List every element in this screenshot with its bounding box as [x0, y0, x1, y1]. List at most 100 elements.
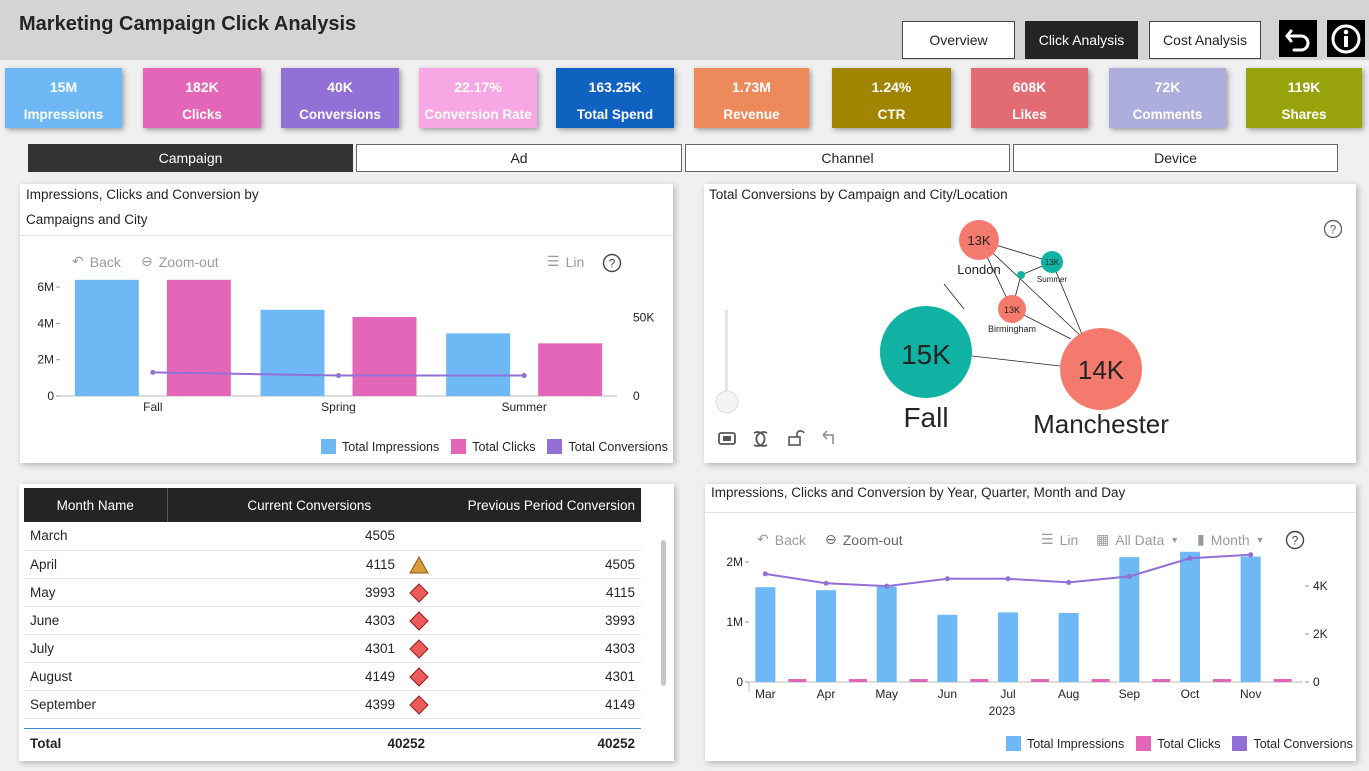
kpi-card-comments[interactable]: 72K Comments	[1109, 68, 1226, 128]
nav-cost-analysis-button[interactable]: Cost Analysis	[1149, 21, 1261, 59]
kpi-card-conversions[interactable]: 40K Conversions	[281, 68, 399, 128]
month-label: Month	[1210, 531, 1250, 548]
cell-month: March	[24, 522, 167, 551]
node-london[interactable]	[959, 220, 999, 260]
header-bar	[0, 0, 1369, 60]
kpi-card-conversion-rate[interactable]: 22.17% Conversion Rate	[419, 68, 537, 128]
kpi-card-clicks[interactable]: 182K Clicks	[143, 68, 261, 128]
node-fall[interactable]	[880, 306, 972, 398]
bar-impressions	[74, 279, 139, 396]
conversions-point	[1248, 552, 1254, 558]
kpi-value: 1.24%	[871, 79, 912, 95]
x-axis-tick-label: Aug	[1058, 687, 1079, 701]
table-header-row: Month Name Current Conversions Previous …	[24, 488, 641, 522]
tab-channel[interactable]: Channel	[685, 144, 1010, 172]
unlock-icon[interactable]	[788, 430, 805, 446]
chart1-zoom-out-button[interactable]: ⊖ Zoom-out	[141, 253, 219, 270]
kpi-card-likes[interactable]: 608K Likes	[971, 68, 1088, 128]
list-icon: ☰	[547, 253, 560, 269]
kpi-card-shares[interactable]: 119K Shares	[1246, 68, 1362, 128]
legend-impressions: Total Impressions	[342, 439, 440, 454]
total-label: Total	[30, 736, 62, 751]
x-axis-tick-label: Mar	[755, 687, 776, 701]
node-manchester[interactable]	[1060, 328, 1142, 410]
undo-graph-icon[interactable]	[822, 430, 834, 444]
kpi-card-total-spend[interactable]: 163.25K Total Spend	[556, 68, 674, 128]
info-button[interactable]	[1327, 20, 1365, 57]
node-summer-value: 13K	[1045, 258, 1060, 267]
cell-current: 4505	[167, 522, 451, 551]
chart1-back-button[interactable]: ↶ Back	[72, 253, 121, 270]
tab-device[interactable]: Device	[1013, 144, 1338, 172]
current-value: 3993	[364, 584, 395, 600]
help-icon: ?	[602, 253, 622, 273]
node-london-name: London	[957, 262, 1000, 277]
lin-label: Lin	[1059, 531, 1079, 548]
bar-impressions	[998, 612, 1018, 682]
kpi-card-revenue[interactable]: 1.73M Revenue	[694, 68, 809, 128]
cell-month: April	[24, 550, 167, 579]
down-diamond-icon	[409, 582, 429, 603]
tab-ad[interactable]: Ad	[356, 144, 682, 172]
header-month-name[interactable]: Month Name	[24, 488, 168, 522]
chart3-lin-button[interactable]: ☰ Lin	[1041, 531, 1078, 548]
conversions-point	[884, 583, 890, 589]
fit-icon[interactable]	[718, 432, 736, 445]
bar-clicks	[970, 679, 989, 682]
undo-button[interactable]	[1279, 20, 1317, 57]
kpi-card-impressions[interactable]: 15M Impressions	[5, 68, 122, 128]
table-row[interactable]: March 4505	[24, 522, 641, 551]
kpi-card-ctr[interactable]: 1.24% CTR	[832, 68, 951, 128]
node-manchester-name: Manchester	[1033, 409, 1169, 439]
chart3-all-data-dropdown[interactable]: ▦ All Data ▼	[1096, 531, 1179, 548]
chart1-help-button[interactable]: ?	[602, 253, 622, 273]
help-icon[interactable]: ?	[1322, 218, 1344, 240]
header-current-conversions[interactable]: Current Conversions	[167, 488, 451, 522]
chart3-back-button[interactable]: ↶ Back	[757, 531, 806, 548]
back-icon: ↶	[757, 531, 769, 547]
header-previous-period[interactable]: Previous Period Conversion	[451, 488, 641, 522]
y-axis-tick-label: 2M	[37, 353, 54, 367]
refresh-icon[interactable]	[753, 431, 768, 447]
node-birmingham[interactable]	[998, 295, 1026, 323]
bar-impressions	[816, 590, 836, 682]
table-row[interactable]: May 3993 4115	[24, 578, 641, 607]
table-row[interactable]: June 4303 3993	[24, 606, 641, 635]
legend-clicks: Total Clicks	[1157, 736, 1221, 751]
back-label: Back	[774, 531, 806, 548]
nav-overview-button[interactable]: Overview	[902, 21, 1015, 59]
nav-click-analysis-button[interactable]: Click Analysis	[1025, 21, 1138, 59]
table-row[interactable]: August 4149 4301	[24, 662, 641, 691]
chart3-month-dropdown[interactable]: ▮ Month ▼	[1197, 531, 1265, 548]
legend-conversions: Total Conversions	[568, 439, 668, 454]
y-axis-tick-label: 2M	[726, 555, 743, 569]
table-row[interactable]: April 4115 4505	[24, 550, 641, 579]
legend-swatch-conversions	[1232, 736, 1248, 751]
zoom-slider-handle[interactable]	[715, 390, 739, 414]
network-graph[interactable]: 13K London 13K Summer 13K Birmingham 15K…	[704, 184, 1356, 463]
node-summer[interactable]	[1041, 251, 1063, 273]
chart3-zoom-out-button[interactable]: ⊖ Zoom-out	[825, 531, 903, 548]
chart1-title-line1: Impressions, Clicks and Conversion by	[26, 187, 259, 202]
x-axis-tick-label: Summer	[501, 400, 546, 414]
zoom-out-label: Zoom-out	[842, 531, 903, 548]
y-axis-tick-label: 4M	[37, 316, 54, 330]
legend-swatch-conversions	[547, 439, 563, 454]
legend-clicks: Total Clicks	[472, 439, 536, 454]
table-row[interactable]: September 4399 4149	[24, 690, 641, 719]
kpi-label: Revenue	[723, 107, 780, 122]
bars-icon: ▮	[1197, 531, 1205, 547]
table-scrollbar[interactable]	[661, 540, 666, 686]
chart1-lin-button[interactable]: ☰ Lin	[547, 253, 584, 270]
bar-clicks	[538, 343, 603, 396]
node-summer-name: Summer	[1037, 275, 1068, 284]
x-axis-tick-label: Nov	[1240, 687, 1261, 701]
zoom-slider-track[interactable]	[725, 310, 728, 408]
table-row[interactable]: July 4301 4303	[24, 634, 641, 663]
x-axis-tick-label: Oct	[1181, 687, 1200, 701]
conversion-table: Month Name Current Conversions Previous …	[24, 488, 641, 719]
tab-campaign[interactable]: Campaign	[28, 144, 353, 172]
kpi-value: 22.17%	[454, 79, 502, 95]
chart3-help-button[interactable]: ?	[1285, 530, 1305, 550]
cell-month: July	[24, 634, 167, 663]
